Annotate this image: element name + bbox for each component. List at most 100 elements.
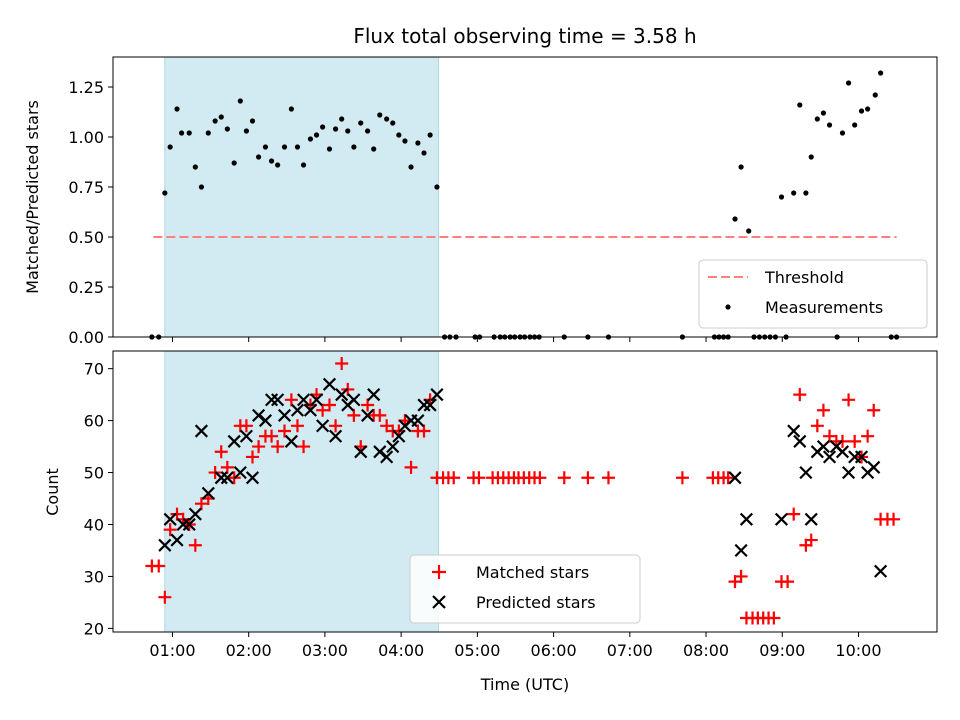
measurement-point [320, 124, 326, 130]
predicted-star-marker [170, 533, 184, 547]
predicted-star-marker [822, 450, 837, 464]
predicted-star-marker [423, 398, 437, 412]
measurement-point [434, 184, 440, 190]
predicted-star-marker [182, 517, 196, 532]
top-y-axis-label: Matched/Predicted stars [23, 100, 42, 294]
predicted-star-marker [386, 439, 400, 454]
legend-measurements-label: Measurements [765, 298, 883, 317]
predicted-star-marker [227, 434, 241, 448]
measurement-point [408, 164, 414, 170]
matched-star-marker [533, 471, 547, 485]
x-tick-label: 06:00 [531, 641, 577, 660]
predicted-star-marker [239, 429, 253, 443]
measurement-point [845, 80, 852, 86]
y-tick-label: 50 [84, 464, 104, 483]
x-tick-label: 03:00 [302, 641, 348, 660]
y-tick-label: 0.25 [68, 278, 104, 297]
measurement-point [268, 158, 275, 164]
matched-star-marker [581, 471, 595, 485]
bottom-panel: 20 30 40 50 60 70 01:00 02:00 03:00 04:00 05:00 06… [43, 350, 938, 694]
predicted-star-marker [739, 512, 754, 526]
predicted-star-marker [367, 388, 381, 402]
measurement-point [852, 122, 858, 128]
measurement-point [281, 144, 288, 150]
matched-star-marker [290, 419, 304, 433]
predicted-star-marker [158, 538, 172, 552]
predicted-star-marker [842, 465, 856, 480]
y-tick-label: 70 [84, 360, 104, 379]
predicted-star-marker [728, 471, 742, 485]
matched-star-marker [278, 424, 292, 438]
legend-matched-label: Matched stars [476, 563, 589, 582]
matched-star-marker [447, 471, 461, 485]
y-tick-label: 30 [84, 567, 104, 586]
measurement-point [364, 128, 371, 134]
measurement-point [351, 144, 357, 150]
measurement-point [778, 194, 785, 200]
predicted-star-marker [854, 450, 869, 464]
matched-star-marker [322, 398, 336, 412]
predicted-star-marker [284, 434, 298, 448]
measurement-point [307, 136, 314, 142]
x-tick-label: 08:00 [683, 641, 729, 660]
measurement-point [402, 138, 408, 144]
top-panel: 0.00 0.25 0.50 0.75 1.00 1.25 Matched/Predict… [23, 56, 938, 347]
predicted-star-marker [361, 408, 375, 422]
matched-star-marker [793, 388, 807, 402]
predicted-star-marker [835, 445, 850, 459]
measurement-point [218, 114, 224, 120]
matched-star-marker [373, 408, 387, 422]
measurement-point [275, 162, 281, 168]
matched-star-marker [188, 538, 202, 552]
top-legend-box [698, 259, 928, 329]
measurement-point [377, 112, 383, 118]
predicted-star-marker [799, 465, 813, 480]
measurement-point [820, 110, 827, 116]
x-tick-label: 05:00 [454, 641, 500, 660]
measurement-point [746, 228, 752, 234]
measurement-point [300, 162, 307, 168]
measurement-point [358, 120, 364, 126]
measurement-point [179, 130, 185, 136]
x-tick-label: 09:00 [759, 641, 805, 660]
y-tick-label: 1.00 [68, 128, 104, 147]
measurement-point [162, 190, 168, 196]
measurement-point [231, 160, 237, 166]
matched-star-marker [804, 533, 818, 547]
predicted-star-marker [329, 429, 343, 443]
matched-star-marker [848, 434, 862, 448]
predicted-star-marker [245, 471, 260, 485]
bottom-y-ticks: 20 30 40 50 60 70 [84, 360, 113, 638]
matched-star-marker [842, 393, 856, 407]
x-axis-label: Time (UTC) [480, 675, 569, 694]
matched-star-marker [887, 512, 901, 526]
legend-measurements-swatch [725, 304, 731, 310]
matched-star-marker [158, 590, 172, 604]
matched-star-marker [245, 450, 259, 464]
predicted-star-marker [392, 429, 406, 443]
matched-star-marker [867, 403, 881, 417]
y-tick-label: 1.25 [68, 78, 104, 97]
predicted-star-marker [373, 445, 387, 459]
measurement-point [326, 146, 333, 152]
measurement-point [237, 98, 243, 104]
matched-star-marker [417, 424, 431, 438]
top-observing-span [164, 56, 439, 338]
measurement-point [174, 106, 180, 112]
predicted-stars-points [158, 377, 888, 578]
predicted-star-marker [316, 419, 330, 433]
measurement-point [858, 108, 865, 114]
measurement-point [797, 102, 803, 108]
bottom-y-axis-label: Count [43, 468, 62, 516]
matched-star-marker [361, 398, 375, 412]
matched-star-marker [152, 559, 166, 573]
top-legend: Threshold Measurements [698, 259, 928, 329]
predicted-star-marker [430, 388, 444, 402]
matched-star-marker [823, 429, 837, 443]
matched-star-marker [335, 356, 349, 370]
matched-star-marker [271, 440, 285, 454]
measurement-point [192, 164, 198, 170]
matched-star-marker [721, 471, 735, 485]
predicted-star-marker [816, 439, 831, 454]
legend-threshold-label: Threshold [764, 268, 844, 287]
